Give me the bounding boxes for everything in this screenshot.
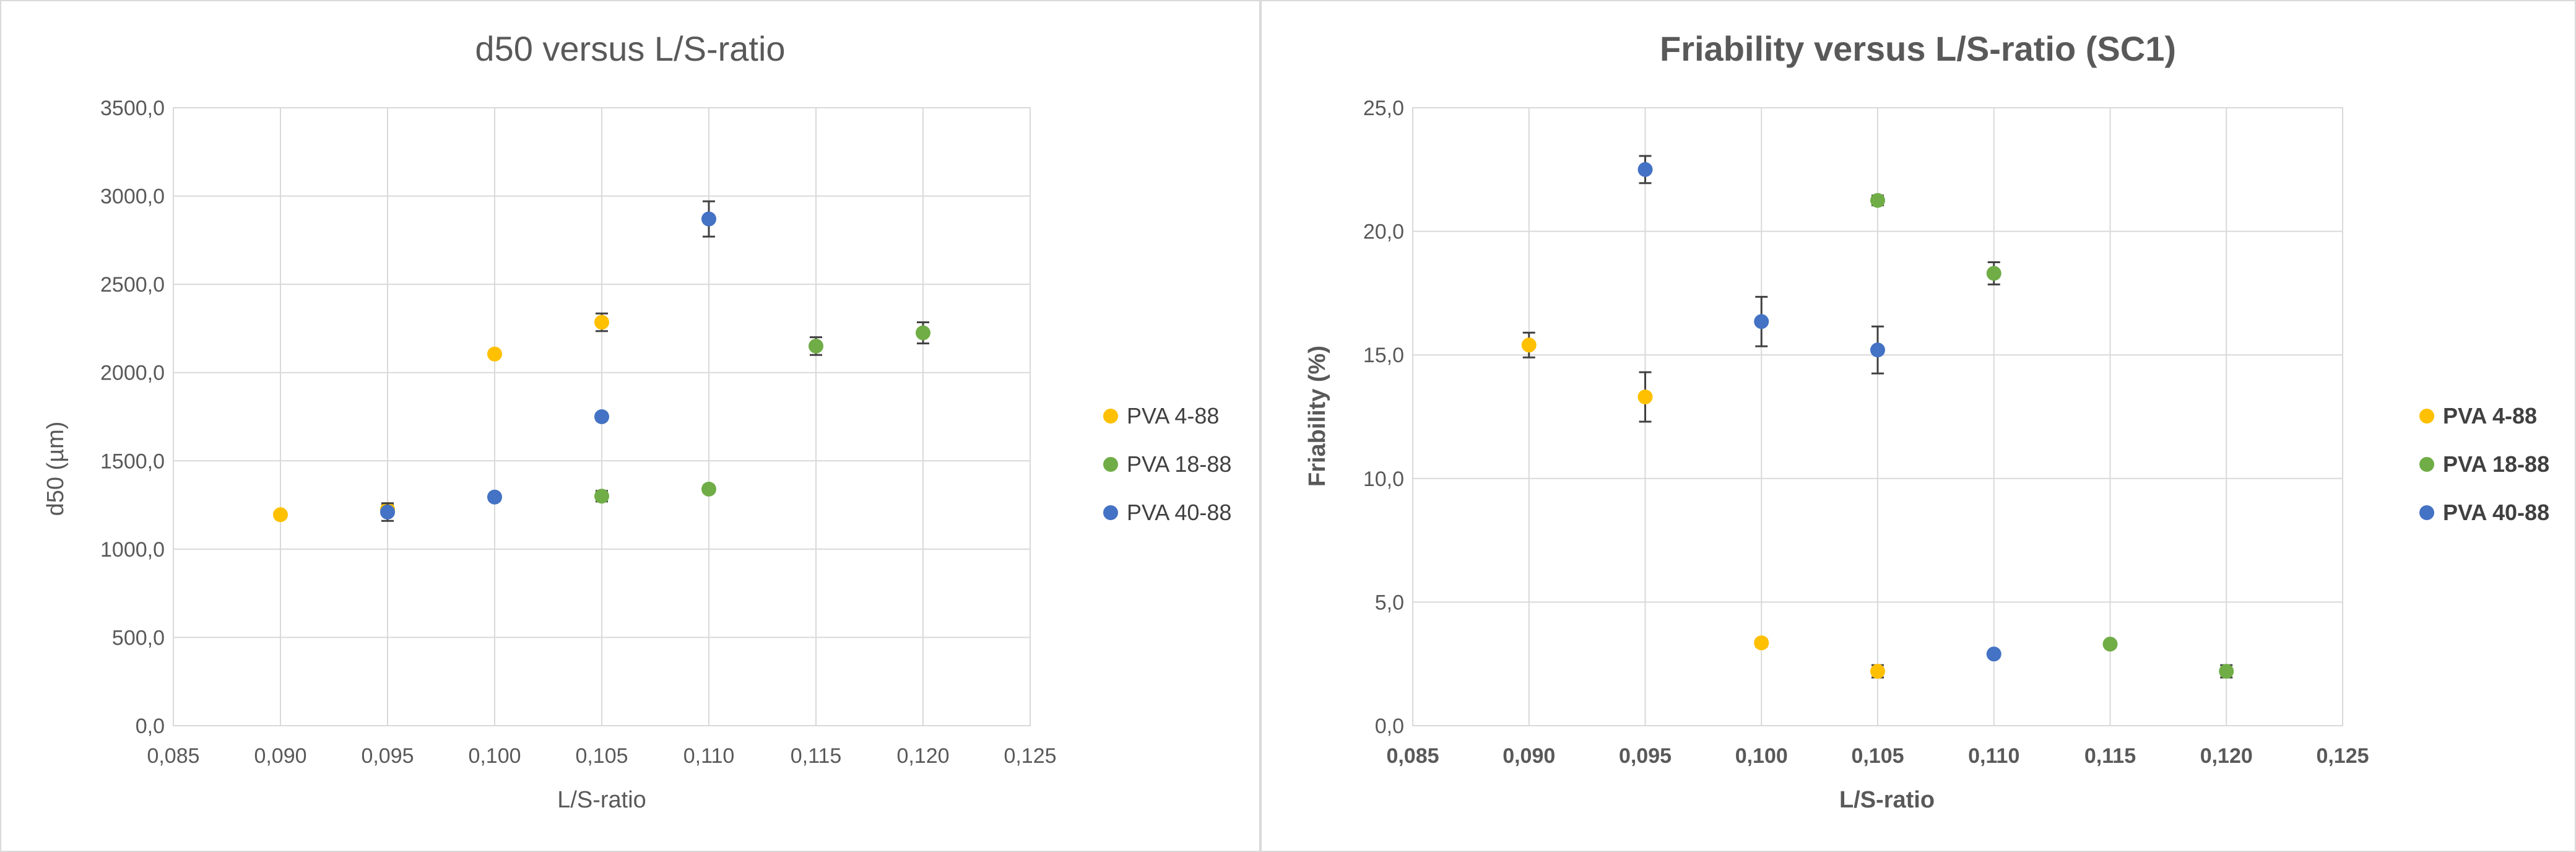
y-tick-label: 0,0 xyxy=(136,715,165,738)
y-tick-label: 25,0 xyxy=(1363,97,1404,120)
data-point xyxy=(2102,637,2118,652)
data-point xyxy=(273,507,288,523)
y-axis-label: Friability (%) xyxy=(1304,346,1330,487)
chart-panel-d50: d50 versus L/S-ratio L/S-ratio d50 (µm) … xyxy=(0,0,1260,852)
chart-title: Friability versus L/S-ratio (SC1) xyxy=(1660,29,2176,68)
x-tick-label: 0,085 xyxy=(1386,744,1439,768)
x-tick-label: 0,110 xyxy=(1968,744,2019,768)
data-point xyxy=(1754,635,1769,651)
series-pva-18-88 xyxy=(594,321,930,504)
y-tick-label: 15,0 xyxy=(1363,344,1404,367)
data-point xyxy=(1637,162,1653,177)
y-tick-label: 500,0 xyxy=(112,626,165,650)
series-pva-4-88 xyxy=(1521,331,1885,679)
x-tick-label: 0,105 xyxy=(575,744,628,768)
data-point xyxy=(380,504,395,519)
x-tick-label: 0,095 xyxy=(361,744,414,768)
x-tick-label: 0,110 xyxy=(683,744,735,768)
data-point xyxy=(487,346,502,362)
x-tick-label: 0,105 xyxy=(1851,744,1904,768)
data-point xyxy=(594,315,609,330)
y-tick-label: 3000,0 xyxy=(100,185,165,209)
series-pva-40-88 xyxy=(380,200,716,522)
data-point xyxy=(916,325,930,341)
legend-entry: PVA 4-88 xyxy=(1127,403,1219,428)
chart-friability-svg: Friability versus L/S-ratio (SC1) L/S-ra… xyxy=(1304,29,2549,813)
series-pva-4-88 xyxy=(273,312,609,523)
data-point xyxy=(1521,337,1537,353)
chart-panel-friability: Friability versus L/S-ratio (SC1) L/S-ra… xyxy=(1260,0,2576,852)
y-tick-label: 1000,0 xyxy=(100,538,165,562)
y-tick-label: 2000,0 xyxy=(100,362,165,385)
data-point xyxy=(1870,664,1885,679)
y-axis-label: d50 (µm) xyxy=(43,422,69,516)
legend-marker xyxy=(1103,457,1118,472)
series-pva-18-88 xyxy=(1870,193,2234,679)
legend-entry: PVA 18-88 xyxy=(1127,451,1231,477)
x-tick-label: 0,090 xyxy=(254,744,306,768)
y-tick-label: 10,0 xyxy=(1363,467,1404,491)
x-tick-label: 0,125 xyxy=(1004,744,1056,768)
data-point xyxy=(2219,664,2234,679)
x-tick-label: 0,100 xyxy=(1735,744,1788,768)
x-tick-label: 0,120 xyxy=(896,744,949,768)
x-tick-label: 0,090 xyxy=(1503,744,1555,768)
data-point xyxy=(1637,389,1653,405)
legend-entry: PVA 4-88 xyxy=(2443,403,2537,428)
data-point xyxy=(1986,646,2001,662)
legend-entry: PVA 40-88 xyxy=(2443,500,2549,525)
x-tick-label: 0,085 xyxy=(147,744,199,768)
series-pva-40-88 xyxy=(1637,155,2001,662)
y-tick-label: 3500,0 xyxy=(100,97,165,120)
y-tick-label: 1500,0 xyxy=(100,450,165,473)
plot-area xyxy=(1412,107,2343,726)
x-tick-label: 0,095 xyxy=(1619,744,1672,768)
data-point xyxy=(1870,193,1885,208)
data-point xyxy=(1754,314,1769,329)
data-point xyxy=(487,489,502,505)
legend-entry: PVA 40-88 xyxy=(1127,500,1231,525)
legend-marker xyxy=(2419,505,2434,520)
x-tick-label: 0,115 xyxy=(791,744,842,768)
data-point xyxy=(594,489,609,504)
y-tick-label: 5,0 xyxy=(1375,591,1404,614)
x-axis-label: L/S-ratio xyxy=(557,787,646,813)
legend-marker xyxy=(1103,505,1118,520)
data-point xyxy=(701,481,716,497)
data-point xyxy=(701,211,716,227)
legend-marker xyxy=(2419,457,2434,472)
data-point xyxy=(594,409,609,424)
x-tick-label: 0,115 xyxy=(2084,744,2136,768)
x-tick-label: 0,125 xyxy=(2316,744,2369,768)
x-tick-label: 0,120 xyxy=(2200,744,2253,768)
y-tick-label: 2500,0 xyxy=(100,273,165,297)
data-point xyxy=(1870,342,1885,358)
y-tick-label: 0,0 xyxy=(1375,715,1404,738)
plot-area xyxy=(173,107,1031,726)
legend-marker xyxy=(2419,409,2434,424)
y-tick-label: 20,0 xyxy=(1363,220,1404,244)
chart-d50-svg: d50 versus L/S-ratio L/S-ratio d50 (µm) … xyxy=(43,29,1231,813)
data-point xyxy=(809,338,823,354)
data-point xyxy=(1986,266,2001,281)
x-axis-label: L/S-ratio xyxy=(1839,787,1935,813)
chart-title: d50 versus L/S-ratio xyxy=(475,29,785,68)
legend-entry: PVA 18-88 xyxy=(2443,451,2549,477)
x-tick-label: 0,100 xyxy=(468,744,521,768)
legend-marker xyxy=(1103,409,1118,424)
